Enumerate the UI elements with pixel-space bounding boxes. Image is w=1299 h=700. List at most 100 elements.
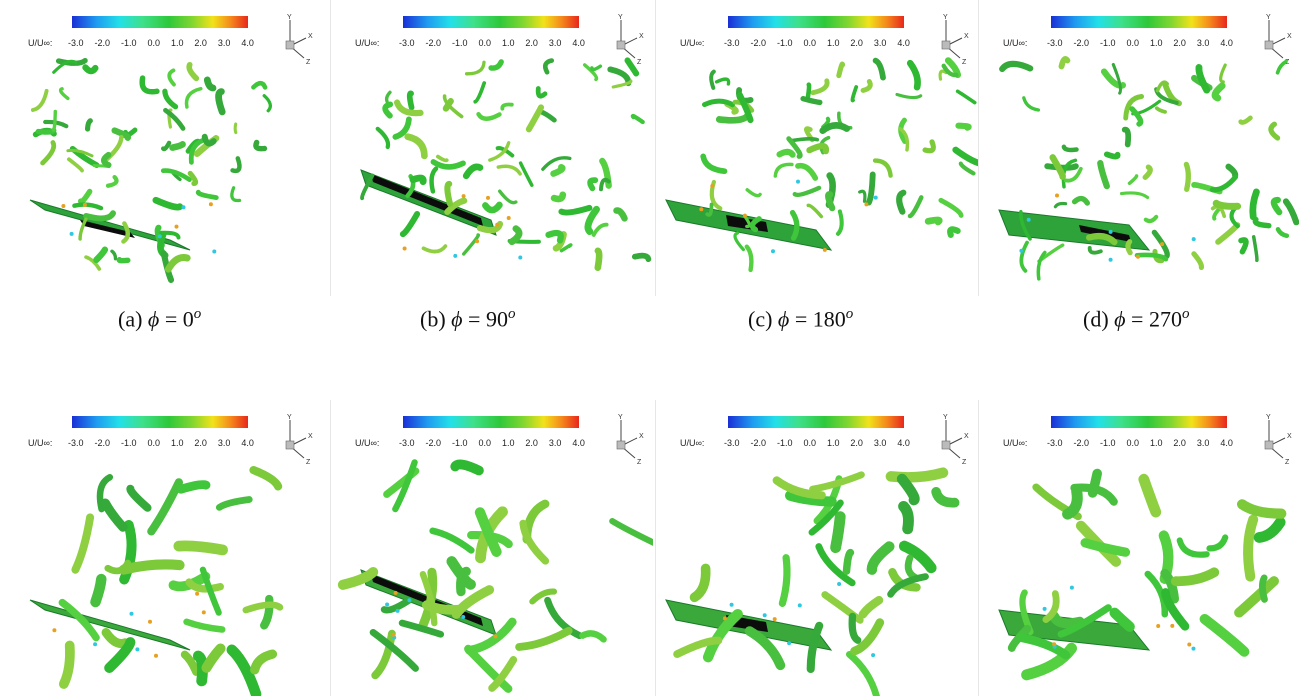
colorbar-ticks: -3.0 -2.0 -1.0 0.0 1.0 2.0 3.0 4.0 — [68, 438, 254, 448]
colorbar-tick: -1.0 — [451, 438, 468, 448]
axis-label-z: Z — [306, 59, 311, 64]
caption-value: = 180 — [794, 306, 846, 332]
colorbar-label: U/U∞: — [1003, 38, 1028, 48]
colorbar — [728, 16, 904, 28]
axis-label-x: X — [308, 33, 313, 40]
colorbar-tick: 2.0 — [194, 438, 207, 448]
colorbar-tick: 2.0 — [1173, 38, 1186, 48]
colorbar-tick: 4.0 — [897, 38, 910, 48]
colorbar-ticks: -3.0 -2.0 -1.0 0.0 1.0 2.0 3.0 4.0 — [1047, 438, 1233, 448]
vortex-isosurface-image — [360, 57, 652, 271]
phi-symbol: ϕ — [451, 306, 463, 332]
axis-label-x: X — [308, 433, 313, 440]
phi-symbol: ϕ — [147, 306, 160, 332]
colorbar-tick: 1.0 — [170, 438, 184, 448]
colorbar-ticks: -3.0 -2.0 -1.0 0.0 1.0 2.0 3.0 4.0 — [399, 438, 585, 448]
axis-triad-icon: Y X Z — [941, 414, 969, 464]
colorbar-tick: 1.0 — [1149, 438, 1163, 448]
colorbar-tick: 3.0 — [217, 38, 231, 48]
axis-label-z: Z — [1285, 459, 1290, 464]
colorbar-ticks: -3.0 -2.0 -1.0 0.0 1.0 2.0 3.0 4.0 — [724, 438, 910, 448]
colorbar-tick: 1.0 — [170, 38, 184, 48]
colorbar-tick: -2.0 — [1073, 438, 1089, 448]
colorbar-tick: 0.0 — [147, 38, 160, 48]
colorbar-ticks: -3.0 -2.0 -1.0 0.0 1.0 2.0 3.0 4.0 — [1047, 38, 1233, 48]
vortex-isosurface-image — [337, 459, 653, 693]
colorbar — [72, 416, 248, 428]
colorbar-tick: 4.0 — [241, 38, 254, 48]
axis-label-y: Y — [287, 14, 292, 21]
caption-b: (b) ϕ = 90o — [420, 306, 515, 332]
axis-label-z: Z — [962, 59, 967, 64]
axis-triad-icon: Y X Z — [285, 14, 313, 64]
panel-d-row2: U/U∞: -3.0 -2.0 -1.0 0.0 1.0 2.0 3.0 4.0 Y X Z — [978, 400, 1299, 696]
axis-label-y: Y — [618, 14, 623, 21]
caption-prefix: (b) — [420, 306, 446, 332]
colorbar-tick: -2.0 — [94, 438, 110, 448]
panel-d-row1: U/U∞: -3.0 -2.0 -1.0 0.0 1.0 2.0 3.0 4.0 Y X Z — [978, 0, 1299, 296]
degree-superscript: o — [507, 306, 516, 322]
colorbar-tick: 3.0 — [217, 438, 231, 448]
degree-superscript: o — [193, 306, 202, 322]
colorbar-tick: 4.0 — [1220, 38, 1233, 48]
colorbar-tick: -1.0 — [120, 438, 137, 448]
axis-label-x: X — [639, 33, 644, 40]
colorbar-tick: 2.0 — [525, 38, 538, 48]
axis-label-y: Y — [287, 414, 292, 421]
colorbar-tick: 2.0 — [850, 38, 863, 48]
colorbar-tick: -3.0 — [68, 38, 84, 48]
colorbar-tick: 3.0 — [873, 438, 887, 448]
axis-label-y: Y — [618, 414, 623, 421]
axis-label-z: Z — [637, 459, 642, 464]
colorbar-tick: 4.0 — [897, 438, 910, 448]
colorbar-tick: 1.0 — [1149, 38, 1163, 48]
colorbar-tick: 0.0 — [803, 438, 816, 448]
colorbar-tick: -2.0 — [750, 38, 766, 48]
colorbar-tick: -1.0 — [776, 438, 793, 448]
axis-triad-icon: Y X Z — [616, 414, 644, 464]
vortex-isosurface-image — [998, 468, 1287, 681]
colorbar — [72, 16, 248, 28]
colorbar-tick: -2.0 — [425, 438, 441, 448]
colorbar-tick: 1.0 — [826, 438, 840, 448]
axis-label-x: X — [964, 433, 969, 440]
colorbar-tick: 2.0 — [850, 438, 863, 448]
colorbar-tick: -1.0 — [1099, 438, 1116, 448]
panel-a-row1: U/U∞: -3.0 -2.0 -1.0 0.0 1.0 2.0 3.0 4.0 Y X Z — [0, 0, 322, 296]
phi-symbol: ϕ — [1114, 306, 1126, 332]
caption-prefix: (d) — [1083, 306, 1109, 332]
colorbar-tick: 1.0 — [501, 438, 515, 448]
axis-label-y: Y — [943, 14, 948, 21]
colorbar-tick: 3.0 — [1196, 38, 1210, 48]
vortex-isosurface-image — [998, 56, 1299, 281]
panel-b-row2: U/U∞: -3.0 -2.0 -1.0 0.0 1.0 2.0 3.0 4.0 Y X Z — [330, 400, 653, 696]
axis-triad-icon: Y X Z — [941, 14, 969, 64]
axis-label-x: X — [639, 433, 644, 440]
colorbar-tick: -2.0 — [750, 438, 766, 448]
colorbar-tick: -3.0 — [399, 438, 415, 448]
colorbar-ticks: -3.0 -2.0 -1.0 0.0 1.0 2.0 3.0 4.0 — [399, 38, 585, 48]
colorbar-tick: 0.0 — [478, 38, 491, 48]
colorbar-tick: -3.0 — [1047, 38, 1063, 48]
colorbar-tick: 4.0 — [241, 438, 254, 448]
caption-d: (d) ϕ = 270o — [1083, 306, 1189, 332]
colorbar — [403, 16, 579, 28]
panel-a-row2: U/U∞: -3.0 -2.0 -1.0 0.0 1.0 2.0 3.0 4.0 Y X Z — [0, 400, 322, 696]
colorbar-tick: -1.0 — [120, 38, 137, 48]
axis-label-y: Y — [1266, 414, 1271, 421]
vortex-isosurface-image — [665, 57, 978, 273]
colorbar-label: U/U∞: — [28, 38, 53, 48]
colorbar-label: U/U∞: — [1003, 438, 1028, 448]
colorbar-label: U/U∞: — [28, 438, 53, 448]
colorbar-tick: -1.0 — [1099, 38, 1116, 48]
axis-label-z: Z — [306, 459, 311, 464]
colorbar-tick: 0.0 — [1126, 438, 1139, 448]
colorbar-tick: 1.0 — [826, 38, 840, 48]
colorbar-label: U/U∞: — [680, 38, 705, 48]
colorbar-tick: 0.0 — [1126, 38, 1139, 48]
colorbar-tick: 1.0 — [501, 38, 515, 48]
colorbar-tick: 0.0 — [803, 38, 816, 48]
colorbar-tick: -1.0 — [451, 38, 468, 48]
colorbar-tick: 3.0 — [1196, 438, 1210, 448]
colorbar-tick: -2.0 — [425, 38, 441, 48]
